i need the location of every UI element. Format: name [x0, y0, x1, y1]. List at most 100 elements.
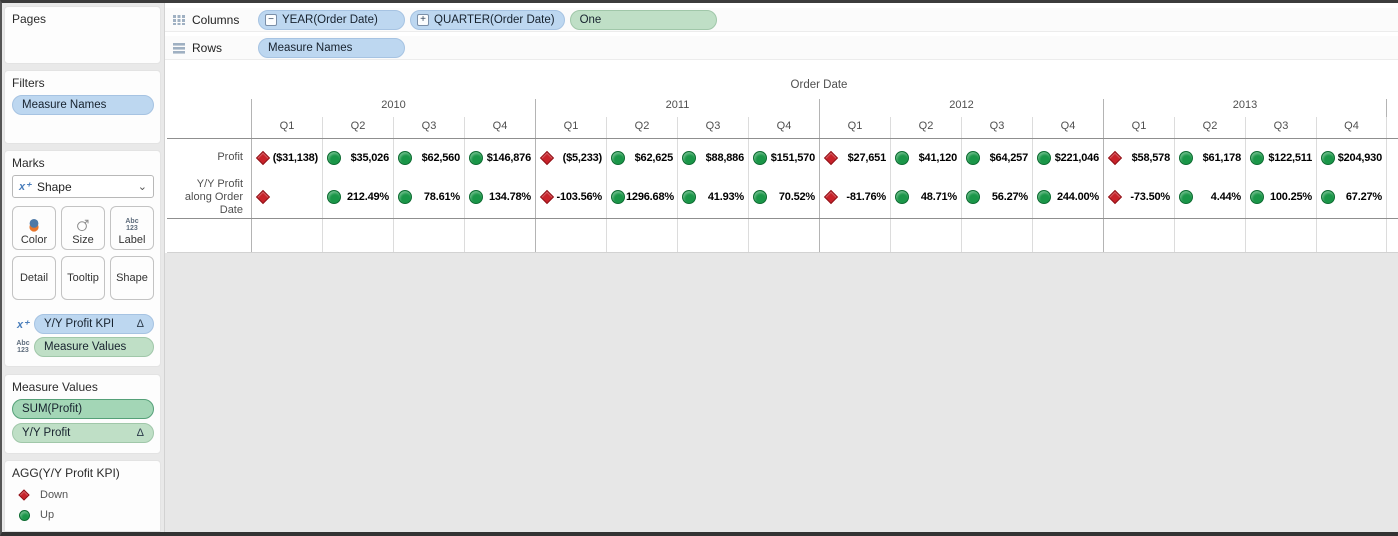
- pill-year-order-date-[interactable]: − YEAR(Order Date): [258, 9, 405, 30]
- pill-quarter-order-date-[interactable]: + QUARTER(Order Date): [410, 9, 565, 30]
- year-header[interactable]: 2012: [819, 99, 1103, 117]
- pill-measure-names[interactable]: Measure Names: [258, 37, 405, 58]
- kpi-cell[interactable]: $58,578: [1103, 139, 1174, 176]
- kpi-value: $62,625: [634, 151, 674, 164]
- quarter-header[interactable]: Q1: [251, 117, 322, 138]
- kpi-cell[interactable]: 134.78%: [464, 176, 535, 218]
- kpi-cell[interactable]: $62,560: [393, 139, 464, 176]
- year-header[interactable]: 2013: [1103, 99, 1387, 117]
- kpi-cell[interactable]: 56.27%: [961, 176, 1032, 218]
- pill-y-y-profit-kpi[interactable]: Y/Y Profit KPI Δ: [34, 314, 154, 334]
- pill-measure-names[interactable]: Measure Names: [12, 95, 154, 115]
- data-band: Profit ($31,138) $35,026 $62,560 $146,876 ($5…: [167, 139, 1398, 219]
- quarter-header[interactable]: Q3: [1245, 117, 1316, 138]
- kpi-cell[interactable]: $204,930: [1316, 139, 1387, 176]
- kpi-value: $151,570: [770, 151, 815, 164]
- mark-type-dropdown[interactable]: x⁺ Shape ⌄: [12, 175, 154, 198]
- kpi-cell[interactable]: $35,026: [322, 139, 393, 176]
- delta-icon: Δ: [136, 427, 144, 439]
- kpi-cell[interactable]: $146,876: [464, 139, 535, 176]
- row-label[interactable]: Profit: [217, 151, 243, 163]
- quarter-header[interactable]: Q3: [677, 117, 748, 138]
- pill-label: YEAR(Order Date): [282, 13, 378, 26]
- kpi-cell[interactable]: 244.00%: [1032, 176, 1103, 218]
- kpi-cell[interactable]: $62,625: [606, 139, 677, 176]
- quarter-header[interactable]: Q3: [961, 117, 1032, 138]
- expand-box-icon[interactable]: +: [417, 13, 429, 26]
- quarter-header[interactable]: Q2: [606, 117, 677, 138]
- quarter-header[interactable]: Q3: [393, 117, 464, 138]
- kpi-cell[interactable]: $151,570: [748, 139, 819, 176]
- year-header[interactable]: 2011: [535, 99, 819, 117]
- kpi-cell[interactable]: 70.52%: [748, 176, 819, 218]
- kpi-up-circle-icon: [752, 189, 768, 205]
- collapse-box-icon[interactable]: −: [265, 13, 277, 26]
- size-button[interactable]: Size: [61, 206, 105, 250]
- kpi-cell[interactable]: 1296.68%: [606, 176, 677, 218]
- shape-button[interactable]: Shape: [110, 256, 154, 300]
- quarter-header[interactable]: Q2: [890, 117, 961, 138]
- kpi-cell[interactable]: ($5,233): [535, 139, 606, 176]
- marks-pill-row: Abc 123 Measure Values: [12, 337, 154, 357]
- filters-pills: Measure Names: [12, 95, 154, 115]
- kpi-cell[interactable]: 48.71%: [890, 176, 961, 218]
- kpi-cell[interactable]: 4.44%: [1174, 176, 1245, 218]
- kpi-cell[interactable]: -103.56%: [535, 176, 606, 218]
- row-label[interactable]: Y/Y Profit along Order Date: [184, 177, 243, 216]
- kpi-cell[interactable]: ($31,138): [251, 139, 322, 176]
- pill-sum-profit-[interactable]: SUM(Profit): [12, 399, 154, 419]
- rows-shelf[interactable]: Rows Measure Names: [165, 36, 1398, 60]
- kpi-cell[interactable]: -73.50%: [1103, 176, 1174, 218]
- quarter-header[interactable]: Q1: [1103, 117, 1174, 138]
- kpi-cell[interactable]: $61,178: [1174, 139, 1245, 176]
- quarter-header[interactable]: Q4: [1032, 117, 1103, 138]
- empty-cell: [322, 219, 393, 252]
- kpi-value: 212.49%: [346, 191, 389, 203]
- kpi-cell[interactable]: $27,651: [819, 139, 890, 176]
- kpi-value: ($5,233): [562, 151, 603, 164]
- columns-shelf[interactable]: Columns − YEAR(Order Date) + QUARTER(Order …: [165, 8, 1398, 32]
- quarter-header[interactable]: Q4: [748, 117, 819, 138]
- kpi-cell[interactable]: 67.27%: [1316, 176, 1387, 218]
- empty-cell: [1103, 219, 1174, 252]
- kpi-cell[interactable]: $221,046: [1032, 139, 1103, 176]
- kpi-cell[interactable]: $64,257: [961, 139, 1032, 176]
- kpi-value: 134.78%: [488, 191, 531, 203]
- quarter-header[interactable]: Q1: [819, 117, 890, 138]
- kpi-cell[interactable]: $41,120: [890, 139, 961, 176]
- color-button[interactable]: Color: [12, 206, 56, 250]
- pill-measure-values[interactable]: Measure Values: [34, 337, 154, 357]
- quarter-header[interactable]: Q4: [464, 117, 535, 138]
- pill-y-y-profit[interactable]: Y/Y Profit Δ: [12, 423, 154, 443]
- mark-button-label: Label: [118, 234, 146, 246]
- quarter-header[interactable]: Q1: [535, 117, 606, 138]
- measure-values-title: Measure Values: [12, 380, 98, 394]
- kpi-cell[interactable]: -81.76%: [819, 176, 890, 218]
- pages-card: Pages: [4, 6, 161, 64]
- detail-button[interactable]: Detail: [12, 256, 56, 300]
- kpi-cell[interactable]: [251, 176, 322, 218]
- quarter-header[interactable]: Q4: [1316, 117, 1387, 138]
- kpi-cell[interactable]: 78.61%: [393, 176, 464, 218]
- legend-item-down[interactable]: Down: [12, 485, 154, 505]
- kpi-cell[interactable]: $88,886: [677, 139, 748, 176]
- kpi-value: $146,876: [486, 151, 531, 164]
- pill-one[interactable]: One: [569, 9, 717, 30]
- kpi-legend-title: AGG(Y/Y Profit KPI): [12, 466, 120, 480]
- label-button[interactable]: Abc 123 Label: [110, 206, 154, 250]
- filters-drop-area[interactable]: [12, 119, 154, 137]
- pages-drop-area[interactable]: [12, 31, 154, 57]
- year-header[interactable]: 2010: [251, 99, 535, 117]
- empty-cell: [961, 219, 1032, 252]
- legend-item-up[interactable]: Up: [12, 505, 154, 525]
- kpi-up-circle-icon: [1249, 150, 1265, 166]
- kpi-cell[interactable]: 100.25%: [1245, 176, 1316, 218]
- kpi-cell[interactable]: 212.49%: [322, 176, 393, 218]
- tooltip-button[interactable]: Tooltip: [61, 256, 105, 300]
- kpi-cell[interactable]: $122,511: [1245, 139, 1316, 176]
- kpi-value: $64,257: [989, 151, 1029, 164]
- quarter-header[interactable]: Q2: [1174, 117, 1245, 138]
- quarter-header[interactable]: Q2: [322, 117, 393, 138]
- kpi-cell[interactable]: 41.93%: [677, 176, 748, 218]
